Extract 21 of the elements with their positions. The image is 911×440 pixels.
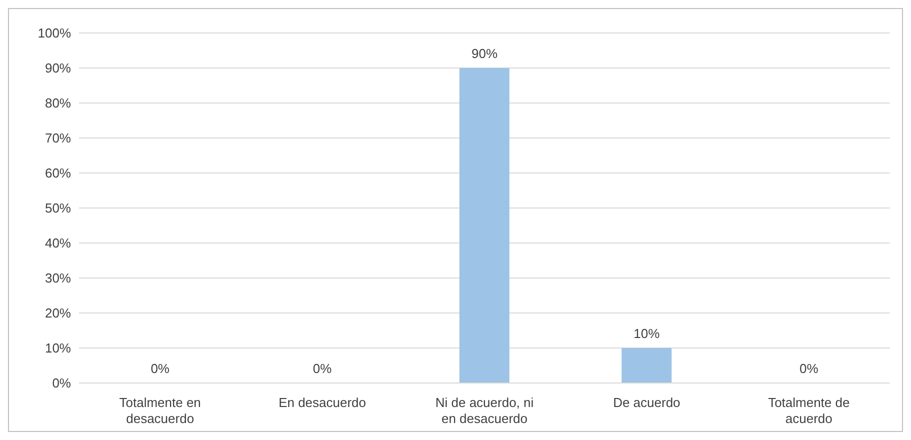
y-tick-label: 30% <box>44 270 72 286</box>
data-label: 0% <box>312 361 332 376</box>
y-tick-label: 70% <box>44 130 72 146</box>
y-tick-label: 90% <box>44 60 72 76</box>
y-tick-label: 60% <box>44 166 72 181</box>
y-tick-label: 50% <box>44 200 72 216</box>
data-label: 0% <box>150 361 170 376</box>
data-label: 90% <box>471 46 498 61</box>
x-tick-label: Totalmente en desacuerdo <box>119 395 201 426</box>
y-tick-label: 100% <box>38 26 72 41</box>
x-tick-label: Totalmente de acuerdo <box>768 395 850 426</box>
x-tick-label: Ni de acuerdo, ni en desacuerdo <box>435 395 534 426</box>
y-tick-label: 0% <box>52 376 72 391</box>
y-tick-label: 80% <box>44 96 72 111</box>
x-tick-label: De acuerdo <box>613 395 680 410</box>
y-tick-label: 20% <box>44 306 72 321</box>
y-tick-label: 40% <box>44 236 72 251</box>
data-label: 10% <box>634 326 660 341</box>
data-label: 0% <box>800 361 819 376</box>
y-tick-label: 10% <box>44 340 72 356</box>
x-tick-label: En desacuerdo <box>278 395 366 410</box>
